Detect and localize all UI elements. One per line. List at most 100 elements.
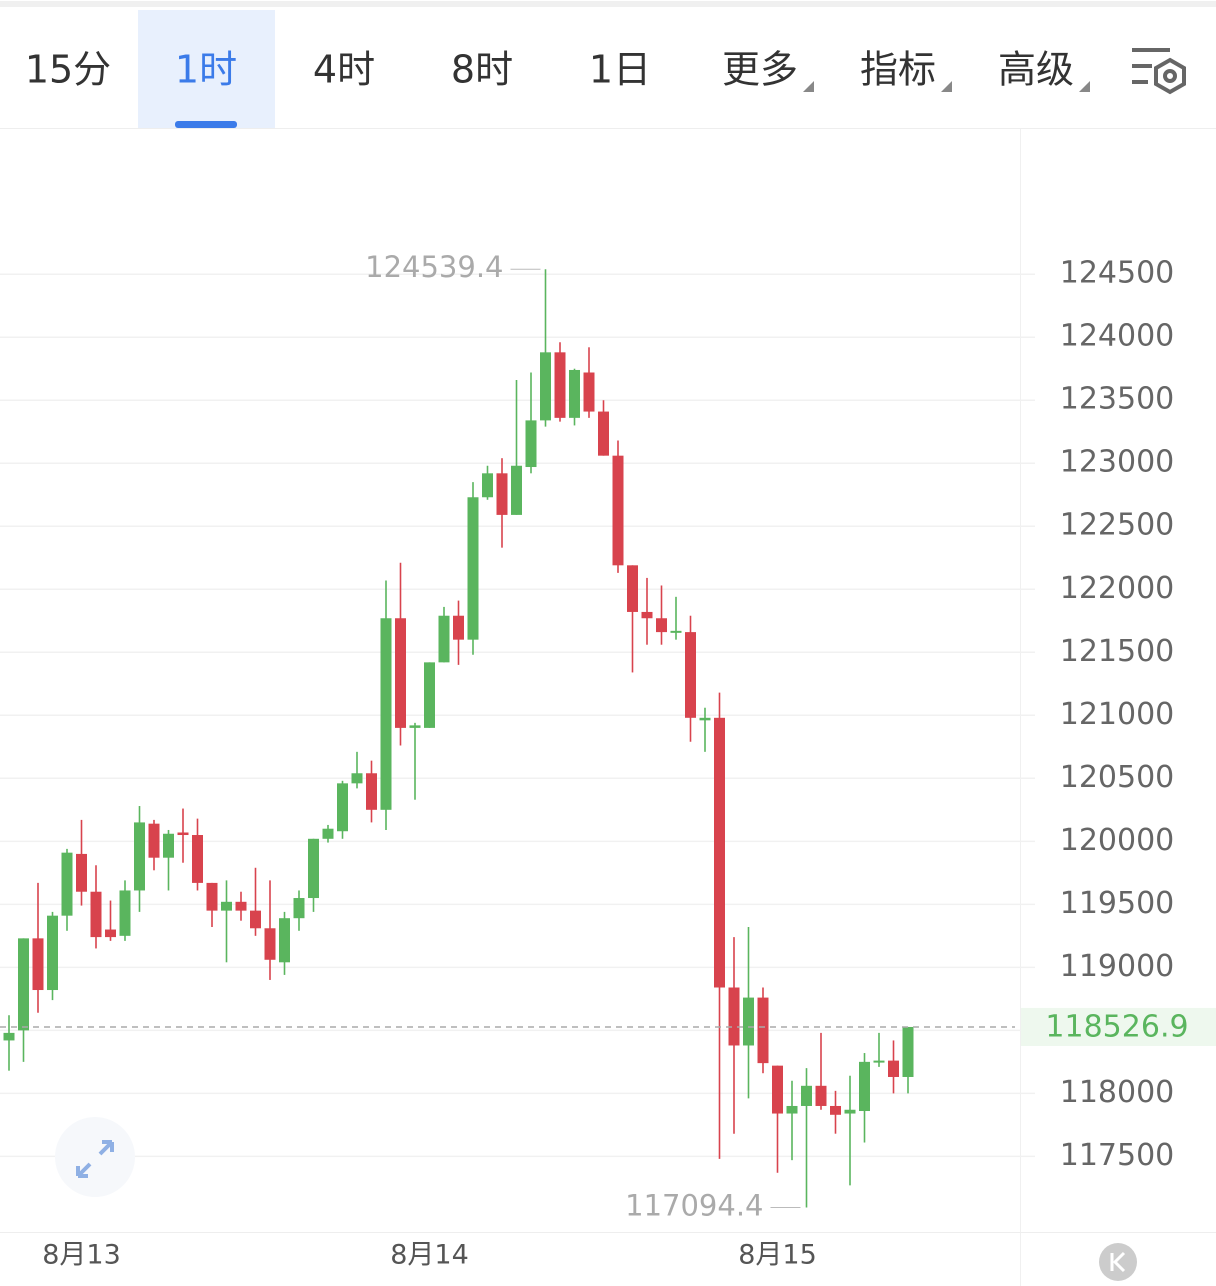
candle-body	[656, 618, 667, 633]
candle-body	[163, 833, 174, 858]
candle-body	[148, 823, 160, 858]
candle-body	[177, 832, 189, 836]
button-bg	[55, 1117, 135, 1197]
candle-body	[366, 773, 377, 810]
candle-body	[206, 882, 218, 911]
max-label: 124539.4	[365, 250, 503, 284]
button-bg	[1099, 1243, 1137, 1281]
y-tick-label: 119000	[1060, 949, 1175, 984]
tab[interactable]: 15分	[25, 48, 111, 92]
expand-button[interactable]	[55, 1117, 135, 1197]
candle-body	[786, 1105, 798, 1114]
candle-body	[409, 725, 421, 728]
y-tick-label: 119500	[1060, 886, 1175, 921]
tab[interactable]: 4时	[313, 48, 375, 92]
expand-icon	[76, 1140, 114, 1178]
candle-body	[670, 630, 682, 633]
button-icon	[1110, 1251, 1126, 1273]
candle-body	[134, 822, 145, 891]
candle-body	[482, 473, 493, 498]
candle-body	[235, 901, 247, 911]
candle-body	[192, 835, 203, 883]
toolbar: 15分 1时 4时 8时 1日 更多 指标 高级	[25, 10, 1090, 128]
candle-body	[496, 473, 508, 515]
y-tick-label: 122000	[1060, 571, 1175, 606]
candle-body	[540, 352, 551, 421]
candle-body	[525, 420, 537, 468]
candle-body	[641, 611, 653, 619]
candle-body	[453, 615, 464, 640]
candle-body	[47, 915, 58, 991]
candle-body	[569, 369, 580, 418]
candle-body	[859, 1061, 870, 1112]
candle-body	[337, 783, 348, 832]
tab[interactable]: 8时	[451, 48, 513, 92]
icon-dot	[1163, 69, 1177, 83]
y-tick-label: 124500	[1060, 256, 1175, 291]
candle-body	[90, 891, 102, 938]
last-price-bg	[1021, 1007, 1216, 1046]
candle-body	[612, 455, 624, 566]
candle-body	[351, 773, 363, 784]
dropdown-mark	[941, 81, 952, 92]
candle-body	[76, 853, 87, 892]
candle-body	[598, 411, 609, 456]
icon-hex	[1154, 57, 1186, 95]
candle-body	[105, 929, 116, 938]
candle-body	[61, 852, 73, 916]
candle-body	[888, 1060, 899, 1077]
candle-body	[699, 717, 711, 721]
y-tick-label: 117500	[1060, 1138, 1175, 1173]
x-tick-label: 8月14	[390, 1240, 469, 1271]
y-tick-label: 120500	[1060, 760, 1175, 795]
tab[interactable]: 更多	[722, 48, 798, 92]
candle-body	[293, 898, 305, 919]
active-tab-indicator	[175, 121, 237, 128]
y-tick-label: 121500	[1060, 634, 1175, 669]
candle-body	[685, 632, 696, 718]
candle-body	[395, 618, 406, 728]
candle-body	[728, 987, 740, 1046]
scroll-start-button[interactable]	[1099, 1243, 1137, 1281]
candle-body	[279, 918, 290, 963]
candle-body	[18, 938, 29, 1031]
candle-body	[308, 838, 319, 899]
candle-body	[757, 997, 769, 1064]
candle-body	[714, 717, 725, 988]
settings-icon[interactable]	[1132, 48, 1186, 95]
candle-body	[801, 1085, 812, 1106]
candle-body	[119, 890, 131, 936]
y-tick-label: 124000	[1060, 319, 1175, 354]
candle-body	[830, 1105, 841, 1115]
candle-body	[424, 662, 435, 728]
candle-body	[250, 910, 261, 929]
y-tick-label: 122500	[1060, 508, 1175, 543]
last-price-label: 118526.9	[1045, 1009, 1188, 1044]
active-tab-bg	[138, 10, 275, 128]
candle-body	[221, 901, 232, 911]
candle-body	[380, 618, 392, 810]
candle-body	[844, 1109, 856, 1114]
y-tick-label: 121000	[1060, 697, 1175, 732]
tab[interactable]: 1时	[175, 48, 237, 92]
candle-body	[743, 997, 754, 1046]
plot: 1175001180001185001190001195001200001205…	[0, 250, 1216, 1271]
candle-body	[627, 565, 638, 612]
tab[interactable]: 1日	[589, 48, 651, 92]
candle-body	[772, 1065, 783, 1114]
candle-body	[264, 928, 276, 960]
candle-body	[322, 828, 334, 839]
candle-body	[3, 1032, 15, 1041]
min-label: 117094.4	[625, 1189, 763, 1223]
tab[interactable]: 高级	[998, 48, 1074, 92]
candle-body	[32, 938, 44, 991]
candle-body	[438, 615, 450, 663]
x-tick-label: 8月13	[42, 1240, 121, 1271]
tab[interactable]: 指标	[860, 48, 936, 92]
y-tick-label: 120000	[1060, 823, 1175, 858]
dropdown-mark	[1079, 81, 1090, 92]
candle-body	[815, 1085, 827, 1106]
candle-body	[902, 1026, 914, 1077]
y-tick-label: 123500	[1060, 382, 1175, 417]
y-tick-label: 123000	[1060, 445, 1175, 480]
